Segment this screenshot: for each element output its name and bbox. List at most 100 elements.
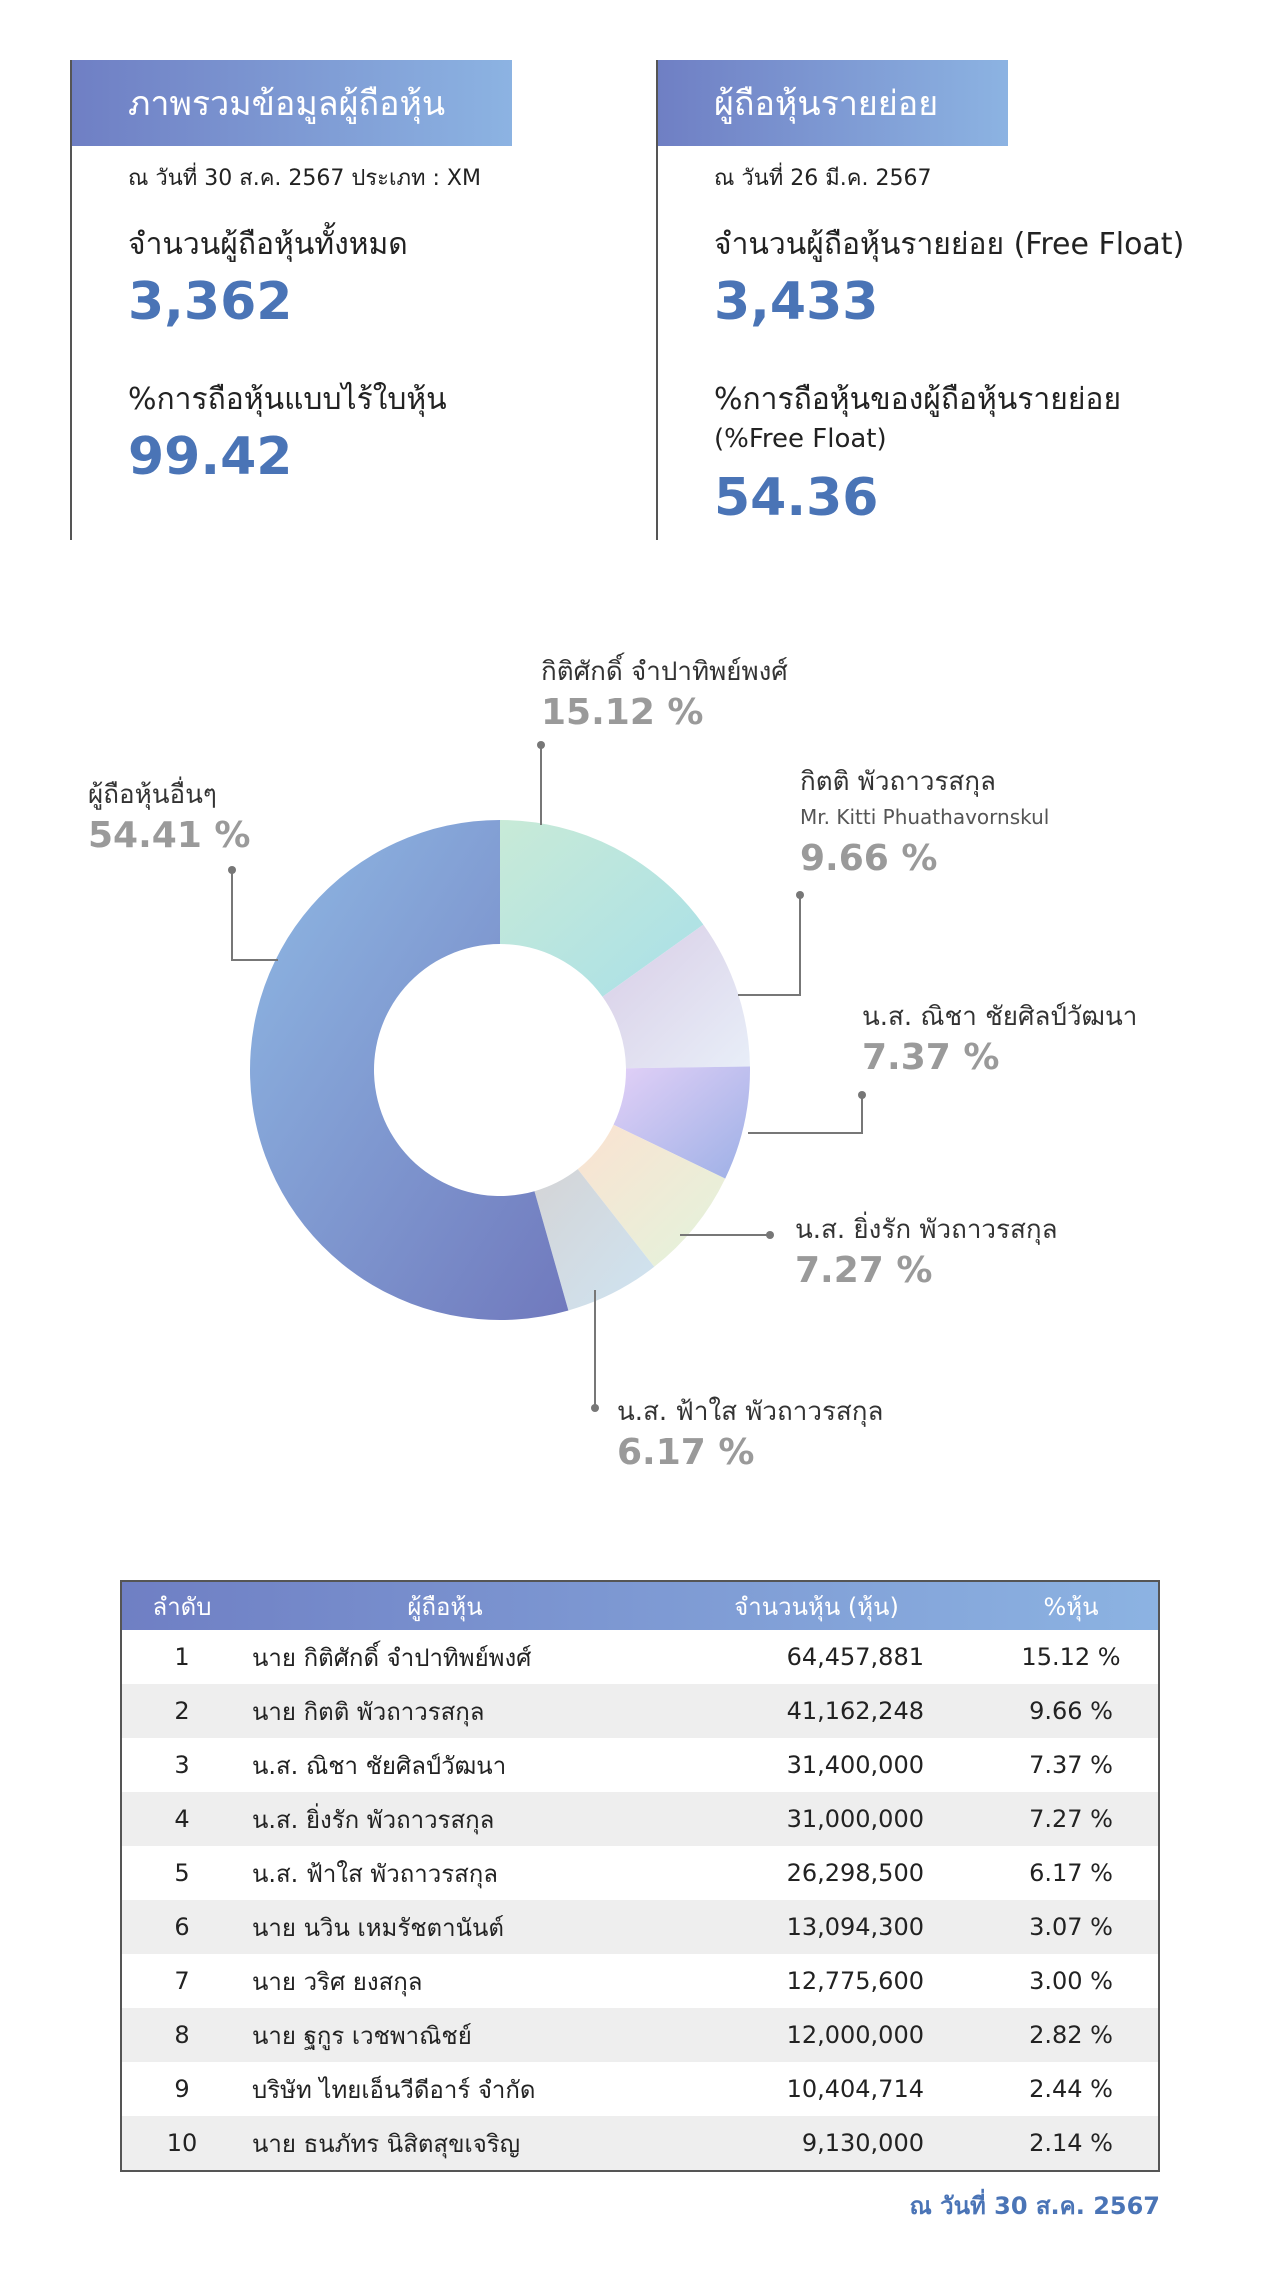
slice-label: กิติศักดิ์ จำปาทิพย์พงศ์ xyxy=(541,652,788,687)
slice-value-label: 6.17 % xyxy=(617,1432,754,1473)
donut-slice xyxy=(577,1124,726,1267)
cell-shareholder: นาย กิติศักดิ์ จำปาทิพย์พงศ์ xyxy=(252,1643,532,1672)
overview-as-of: ณ วันที่ 30 ส.ค. 2567 ประเภท : XM xyxy=(128,166,481,191)
cell-pct: 9.66 % xyxy=(1029,1697,1113,1725)
slice-label: น.ส. ฟ้าใส พัวถาวรสกุล xyxy=(617,1397,883,1427)
cell-shares: 31,400,000 xyxy=(786,1751,924,1779)
cell-pct: 2.44 % xyxy=(1029,2075,1113,2103)
table-row: 4 น.ส. ยิ่งรัก พัวถาวรสกุล 31,000,000 7.27 … xyxy=(122,1792,1158,1846)
cell-shareholder: นาย กิตติ พัวถาวรสกุล xyxy=(252,1697,485,1726)
cell-shareholder: นาย วริศ ยงสกุล xyxy=(252,1967,423,1996)
slice-value-label: 15.12 % xyxy=(541,692,703,733)
table-row: 8 นาย ฐกูร เวชพาณิชย์ 12,000,000 2.82 % xyxy=(122,2008,1158,2062)
cell-pct: 7.27 % xyxy=(1029,1805,1113,1833)
slice-label: น.ส. ยิ่งรัก พัวถาวรสกุล xyxy=(795,1211,1058,1245)
header-shareholder: ผู้ถือหุ้น xyxy=(407,1592,483,1621)
table-row: 9 บริษัท ไทยเอ็นวีดีอาร์ จำกัด 10,404,714 2… xyxy=(122,2062,1158,2116)
table-row: 2 นาย กิตติ พัวถาวรสกุล 41,162,248 9.66 % xyxy=(122,1684,1158,1738)
cell-rank: 1 xyxy=(174,1643,190,1671)
cell-pct: 7.37 % xyxy=(1029,1751,1113,1779)
minor-as-of: ณ วันที่ 26 มี.ค. 2567 xyxy=(714,166,932,191)
cell-rank: 2 xyxy=(174,1697,190,1725)
slice-value-label: 9.66 % xyxy=(800,838,937,879)
cell-shares: 12,000,000 xyxy=(786,2021,924,2049)
cell-shares: 26,298,500 xyxy=(786,1859,924,1887)
leader-dot xyxy=(591,1404,599,1412)
slice-label: ผู้ถือหุ้นอื่นๆ xyxy=(88,776,217,810)
donut-slice xyxy=(500,820,704,997)
cell-rank: 8 xyxy=(174,2021,190,2049)
scripless-value: 99.42 xyxy=(128,427,293,487)
donut-slice xyxy=(249,820,569,1320)
minor-holders-panel: ผู้ถือหุ้นรายย่อย ณ วันที่ 26 มี.ค. 2567… xyxy=(656,60,1198,540)
cell-rank: 5 xyxy=(174,1859,190,1887)
overview-title: ภาพรวมข้อมูลผู้ถือหุ้น xyxy=(72,60,512,146)
cell-pct: 15.12 % xyxy=(1021,1643,1121,1671)
slice-label: กิตติ พัวถาวรสกุล xyxy=(800,767,996,797)
cell-shareholder: น.ส. ฟ้าใส พัวถาวรสกุล xyxy=(252,1859,498,1888)
cell-pct: 3.07 % xyxy=(1029,1913,1113,1941)
cell-pct: 2.14 % xyxy=(1029,2129,1113,2157)
slice-label: น.ส. ณิชา ชัยศิลป์วัฒนา xyxy=(862,1002,1137,1032)
cell-rank: 4 xyxy=(174,1805,190,1833)
donut-slice xyxy=(613,1066,751,1179)
free-float-pct-value: 54.36 xyxy=(714,468,879,528)
free-float-pct-sublabel: (%Free Float) xyxy=(714,424,887,454)
slice-value-label: 54.41 % xyxy=(88,815,250,856)
table-row: 3 น.ส. ณิชา ชัยศิลป์วัฒนา 31,400,000 7.37 % xyxy=(122,1738,1158,1792)
cell-pct: 3.00 % xyxy=(1029,1967,1113,1995)
cell-shares: 9,130,000 xyxy=(801,2129,924,2157)
cell-shares: 64,457,881 xyxy=(786,1643,924,1671)
cell-shareholder: บริษัท ไทยเอ็นวีดีอาร์ จำกัด xyxy=(252,2075,536,2104)
leader-dot xyxy=(228,866,236,874)
cell-shares: 41,162,248 xyxy=(786,1697,924,1725)
leader-dot xyxy=(858,1091,866,1099)
table-row: 6 นาย นวิน เหมรัชตานันต์ 13,094,300 3.07 % xyxy=(122,1900,1158,1954)
leader-dot xyxy=(537,741,545,749)
cell-rank: 9 xyxy=(174,2075,190,2103)
table-header-row: ลำดับ ผู้ถือหุ้น จำนวนหุ้น (หุ้น) %หุ้น xyxy=(122,1582,1158,1630)
table-row: 10 นาย ธนภัทร นิสิตสุขเจริญ 9,130,000 2.14 … xyxy=(122,2116,1158,2170)
header-shares: จำนวนหุ้น (หุ้น) xyxy=(734,1592,899,1621)
shareholder-donut-chart: กิติศักดิ์ จำปาทิพย์พงศ์ 15.12 % กิตติ พัว… xyxy=(88,652,1137,1473)
cell-shareholder: นาย ฐกูร เวชพาณิชย์ xyxy=(252,2021,472,2050)
leader-line xyxy=(748,1095,863,1134)
cell-shareholder: นาย ธนภัทร นิสิตสุขเจริญ xyxy=(252,2129,521,2158)
minor-holders-title: ผู้ถือหุ้นรายย่อย xyxy=(658,60,1008,146)
slice-value-label: 7.27 % xyxy=(795,1250,932,1291)
header-pct: %หุ้น xyxy=(1043,1592,1099,1621)
leader-dot xyxy=(796,891,804,899)
cell-shares: 10,404,714 xyxy=(786,2075,924,2103)
overview-panel: ภาพรวมข้อมูลผู้ถือหุ้น ณ วันที่ 30 ส.ค. … xyxy=(70,60,612,540)
donut-slice xyxy=(534,1169,655,1311)
cell-shares: 12,775,600 xyxy=(786,1967,924,1995)
leader-line xyxy=(231,870,278,961)
leader-line xyxy=(738,895,801,996)
cell-shares: 31,000,000 xyxy=(786,1805,924,1833)
cell-shareholder: น.ส. ณิชา ชัยศิลป์วัฒนา xyxy=(252,1751,507,1780)
free-float-pct-label: %การถือหุ้นของผู้ถือหุ้นรายย่อย xyxy=(714,382,1122,417)
scripless-label: %การถือหุ้นแบบไร้ใบหุ้น xyxy=(128,382,447,417)
header-rank: ลำดับ xyxy=(152,1592,212,1621)
top-shareholders-table: ลำดับ ผู้ถือหุ้น จำนวนหุ้น (หุ้น) %หุ้น … xyxy=(120,1580,1160,2172)
cell-shareholder: นาย นวิน เหมรัชตานันต์ xyxy=(252,1913,504,1942)
cell-pct: 6.17 % xyxy=(1029,1859,1113,1887)
table-row: 1 นาย กิติศักดิ์ จำปาทิพย์พงศ์ 64,457,881 1… xyxy=(122,1630,1158,1684)
cell-rank: 10 xyxy=(166,2129,198,2157)
cell-rank: 3 xyxy=(174,1751,190,1779)
footer-as-of: ณ วันที่ 30 ส.ค. 2567 xyxy=(909,2192,1160,2220)
free-float-count-value: 3,433 xyxy=(714,272,879,332)
table-row: 5 น.ส. ฟ้าใส พัวถาวรสกุล 26,298,500 6.17 % xyxy=(122,1846,1158,1900)
leader-dot xyxy=(766,1231,774,1239)
total-holders-label: จำนวนผู้ถือหุ้นทั้งหมด xyxy=(128,227,408,262)
slice-sublabel: Mr. Kitti Phuathavornskul xyxy=(800,805,1049,829)
slice-value-label: 7.37 % xyxy=(862,1037,999,1078)
total-holders-value: 3,362 xyxy=(128,272,293,332)
cell-rank: 6 xyxy=(174,1913,190,1941)
cell-shareholder: น.ส. ยิ่งรัก พัวถาวรสกุล xyxy=(252,1805,495,1834)
donut-slice xyxy=(602,924,750,1069)
free-float-count-label: จำนวนผู้ถือหุ้นรายย่อย (Free Float) xyxy=(714,227,1185,262)
cell-shares: 13,094,300 xyxy=(786,1913,924,1941)
cell-pct: 2.82 % xyxy=(1029,2021,1113,2049)
table-row: 7 นาย วริศ ยงสกุล 12,775,600 3.00 % xyxy=(122,1954,1158,2008)
